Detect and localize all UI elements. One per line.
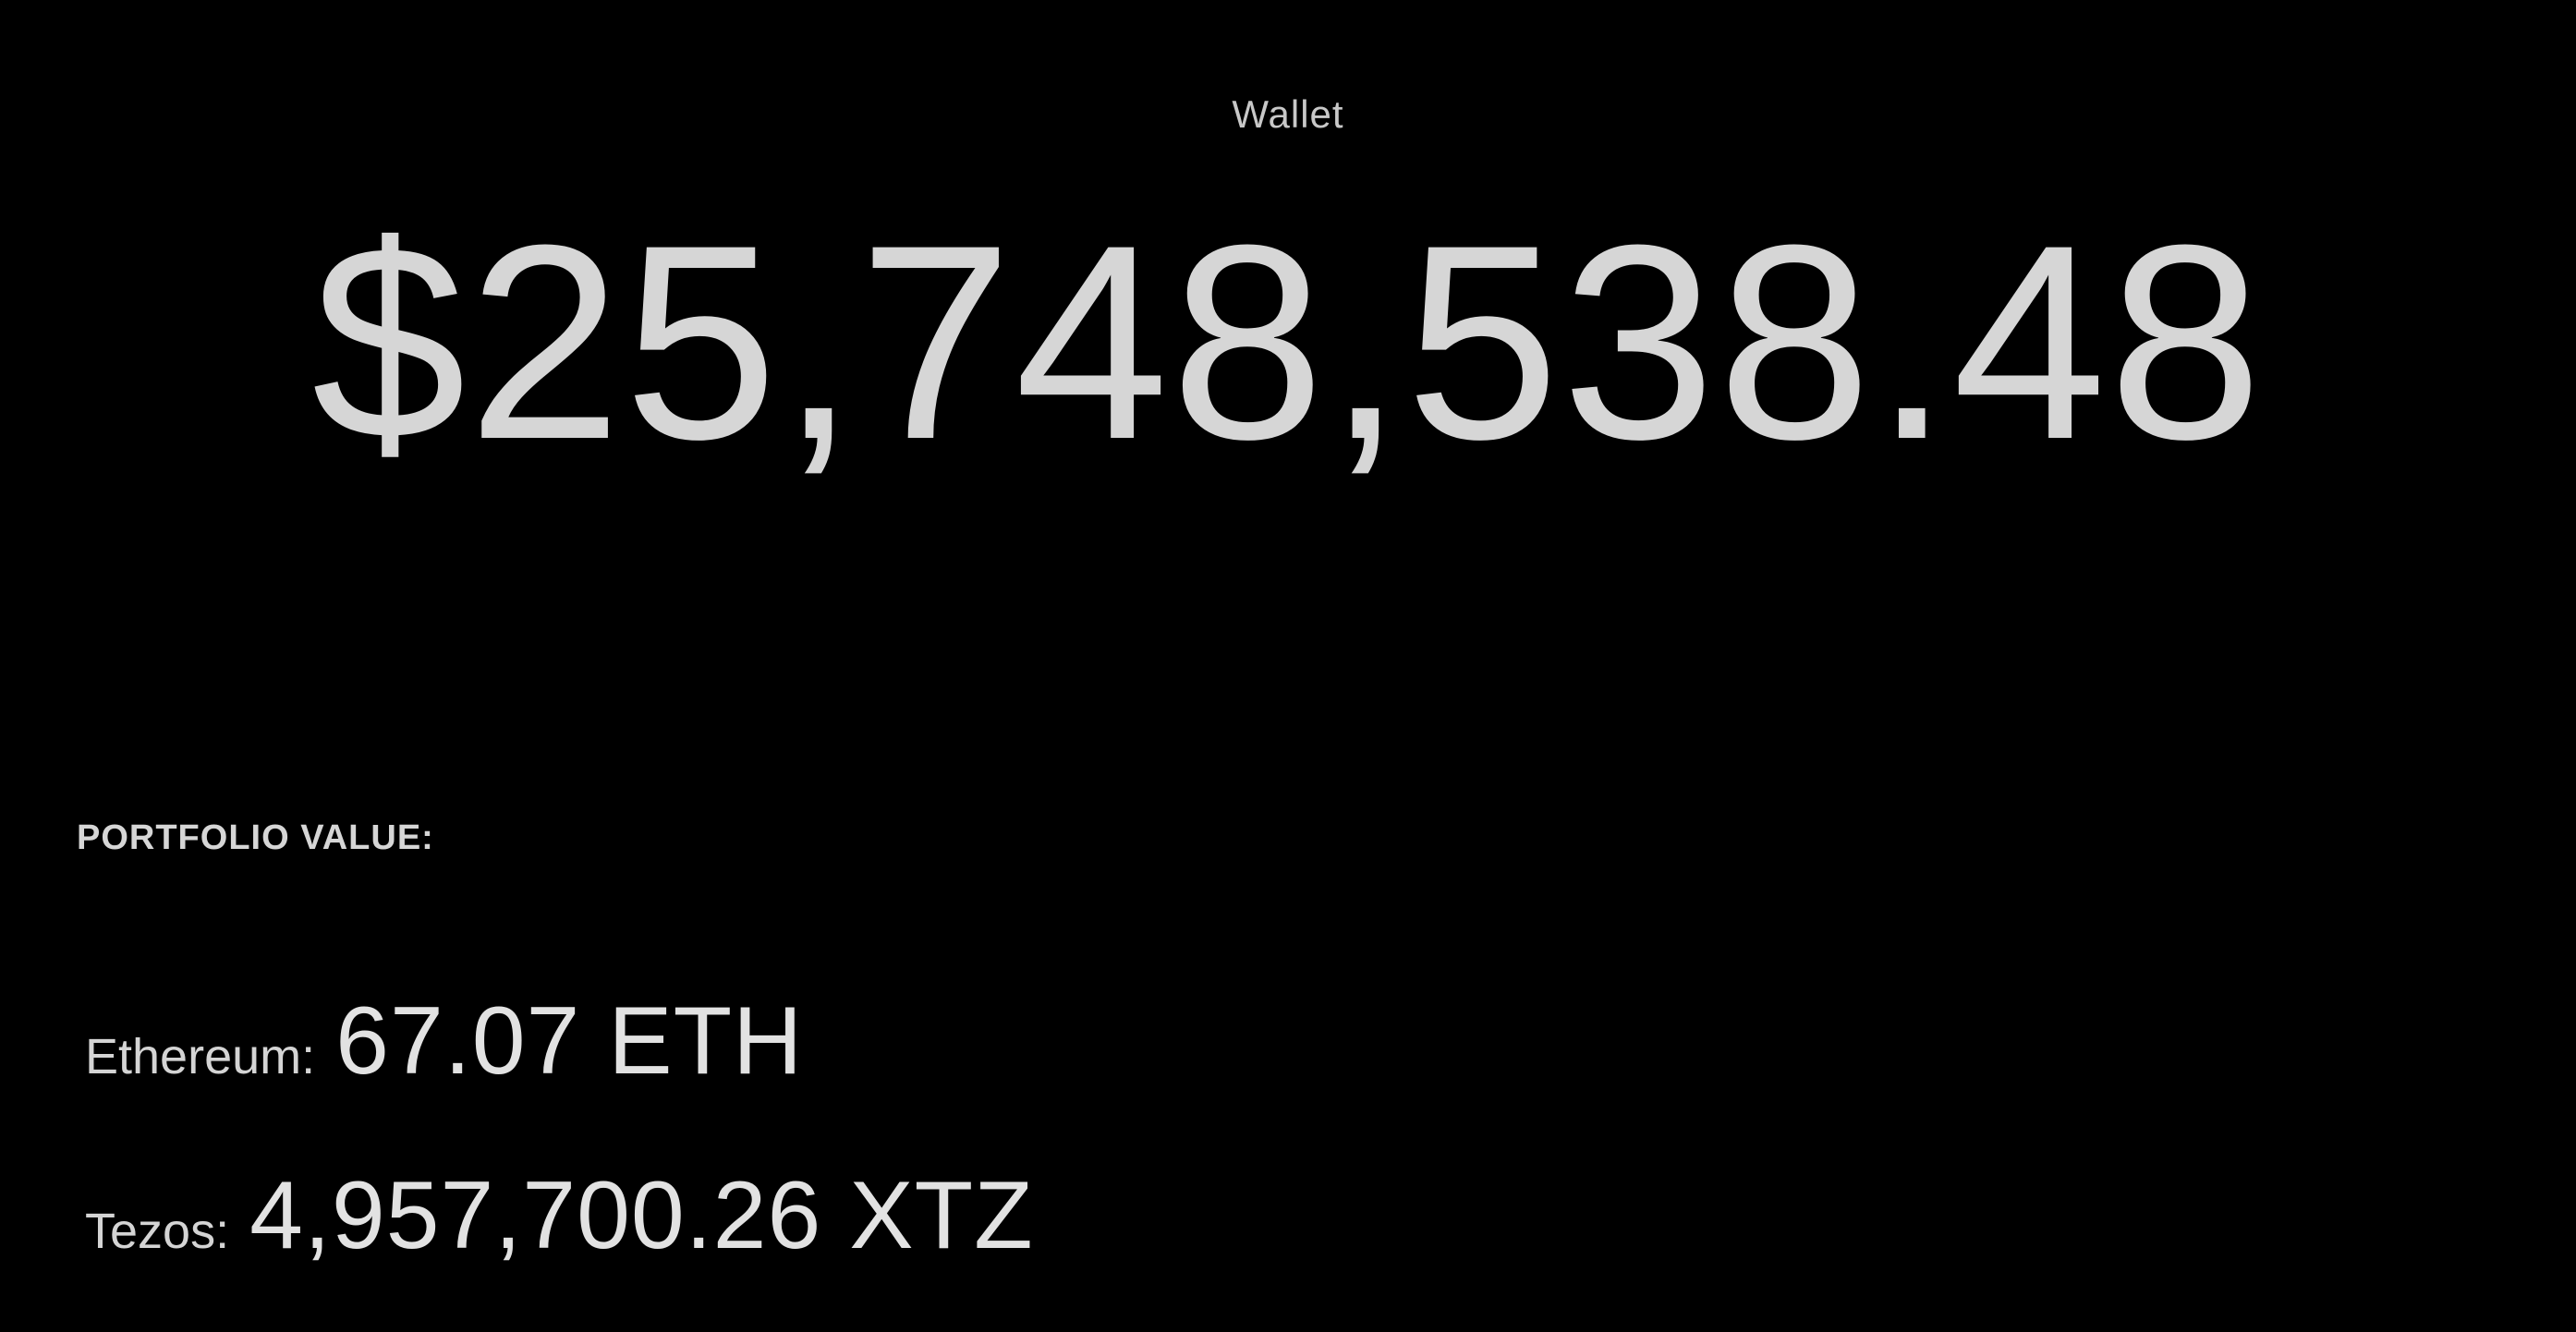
- holding-name-tezos: Tezos:: [85, 1204, 230, 1259]
- holding-row-ethereum: Ethereum: 67.07 ETH: [85, 987, 803, 1096]
- page-title: Wallet: [1232, 92, 1344, 136]
- total-value: $25,748,538.48: [311, 187, 2265, 497]
- holding-name-ethereum: Ethereum:: [85, 1029, 316, 1084]
- holding-row-tezos: Tezos: 4,957,700.26 XTZ: [85, 1161, 1034, 1271]
- holding-amount-tezos: 4,957,700.26 XTZ: [249, 1162, 1034, 1269]
- holding-amount-ethereum: 67.07 ETH: [335, 987, 804, 1095]
- portfolio-value-label: PORTFOLIO VALUE:: [77, 818, 434, 857]
